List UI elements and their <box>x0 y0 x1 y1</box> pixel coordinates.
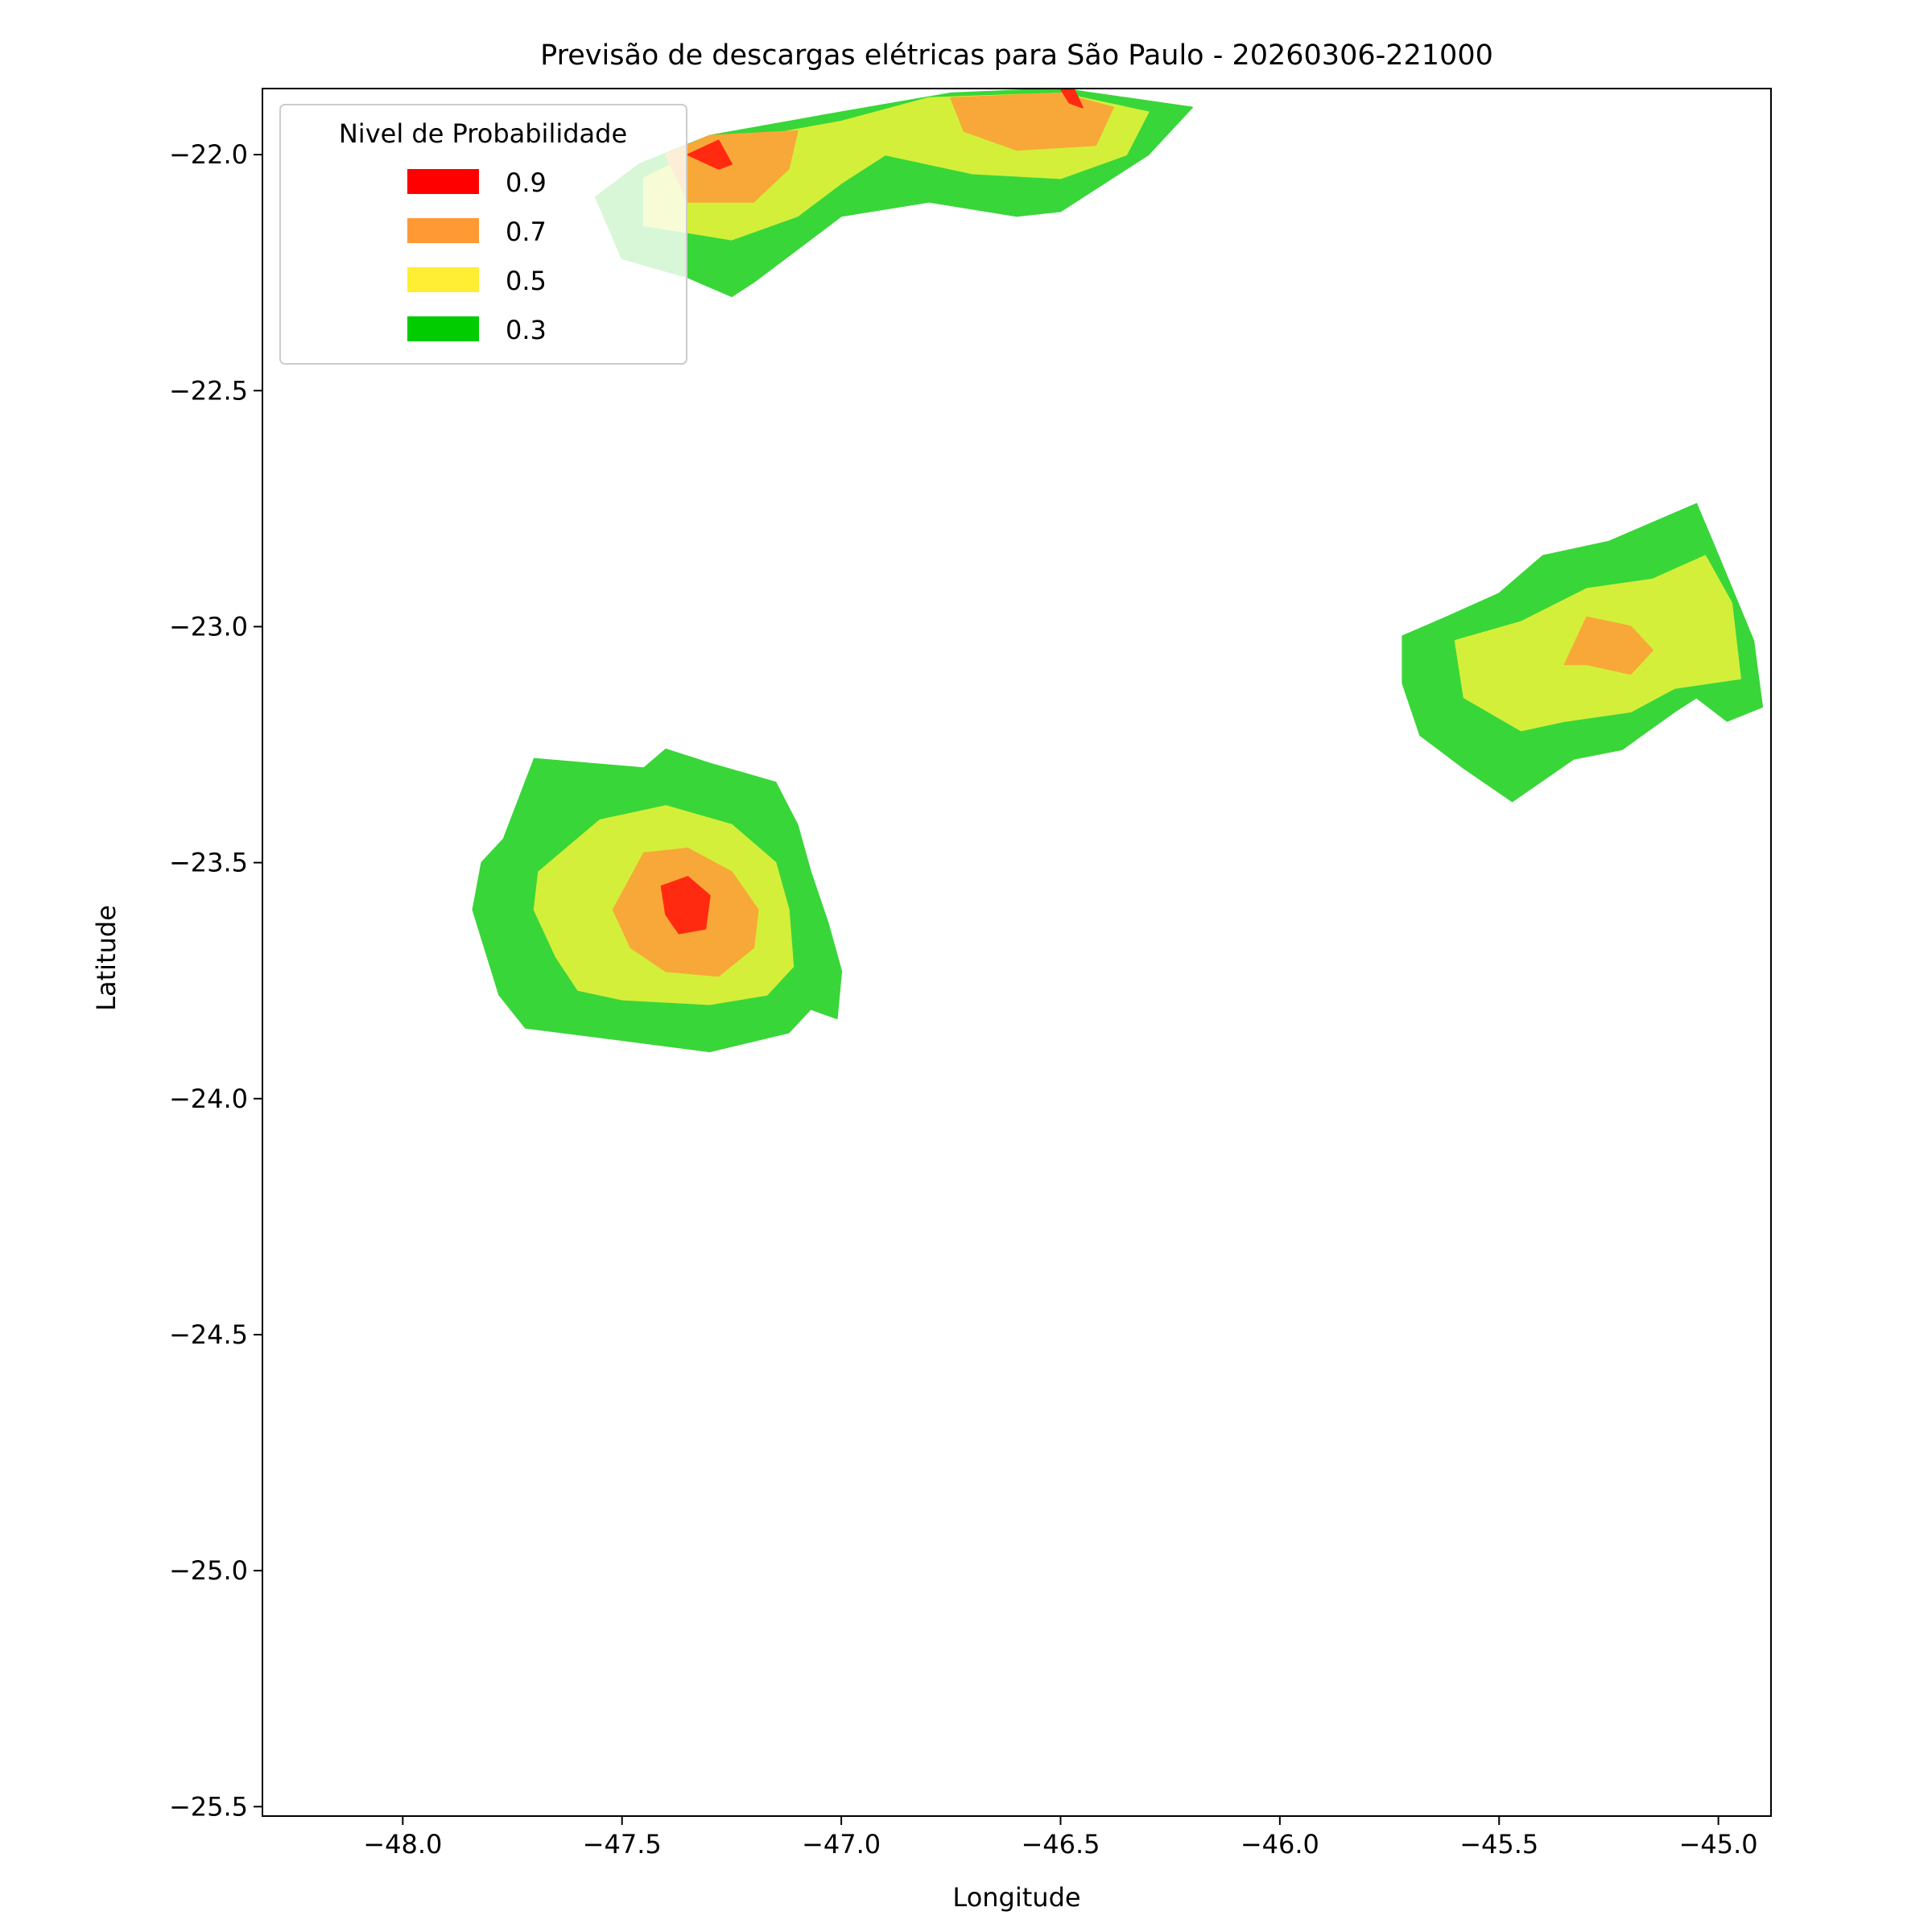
x-tick-label: −48.0 <box>363 1829 442 1860</box>
contour-layer <box>472 89 1764 1053</box>
legend-label-05: 0.5 <box>506 266 547 296</box>
contour-09-region-2 <box>687 139 733 170</box>
legend: Nivel de Probabilidade 0.9 0.7 0.5 0.3 <box>279 104 687 365</box>
legend-swatch-07 <box>407 218 479 243</box>
x-axis: −48.0 −47.5 −47.0 −46.5 −46.0 −45.5 −45.0 <box>363 1816 1758 1860</box>
y-tick-label: −22.0 <box>169 139 248 170</box>
legend-swatch-05 <box>407 267 479 292</box>
legend-label-03: 0.3 <box>506 315 547 345</box>
x-tick-label: −47.0 <box>802 1829 881 1860</box>
legend-swatch-09 <box>407 169 479 194</box>
x-tick-label: −45.5 <box>1459 1829 1538 1860</box>
legend-label-07: 0.7 <box>506 217 547 247</box>
x-tick-label: −47.5 <box>583 1829 662 1860</box>
contour-09-region-1 <box>660 876 711 935</box>
legend-box <box>279 104 687 365</box>
y-tick-label: −24.0 <box>169 1084 248 1114</box>
y-axis: −22.0 −22.5 −23.0 −23.5 −24.0 −24.5 −25.0 −25.5 <box>169 139 262 1822</box>
y-tick-label: −22.5 <box>169 375 248 406</box>
y-tick-label: −24.5 <box>169 1319 248 1350</box>
x-tick-label: −46.5 <box>1021 1829 1100 1860</box>
y-tick-label: −23.0 <box>169 611 248 642</box>
legend-label-09: 0.9 <box>506 167 547 198</box>
contour-07-region-4 <box>950 92 1114 151</box>
legend-title: Nivel de Probabilidade <box>339 118 627 149</box>
chart-title: Previsão de descargas elétricas para São… <box>540 39 1493 72</box>
x-axis-label: Longitude <box>952 1882 1080 1913</box>
plot-frame <box>262 88 1772 1817</box>
y-tick-label: −23.5 <box>169 848 248 878</box>
x-tick-label: −46.0 <box>1241 1829 1319 1860</box>
legend-swatch-03 <box>407 316 479 341</box>
x-tick-label: −45.0 <box>1679 1829 1758 1860</box>
y-tick-label: −25.5 <box>169 1791 248 1822</box>
y-axis-label: Latitude <box>91 905 122 1011</box>
contour-07-region-2 <box>1564 616 1653 675</box>
contour-09-region-3 <box>1059 89 1084 109</box>
y-tick-label: −25.0 <box>169 1555 248 1586</box>
